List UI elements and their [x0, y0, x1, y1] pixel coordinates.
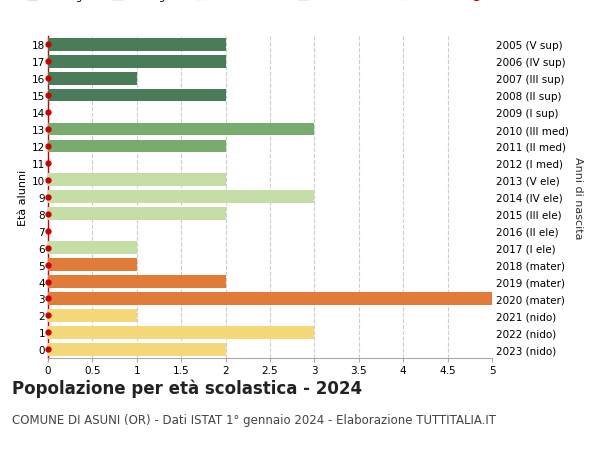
Bar	[48, 242, 137, 254]
Bar	[48, 275, 226, 288]
Bar	[48, 343, 226, 356]
Bar	[48, 39, 226, 51]
Legend: Sec. II grado, Sec. I grado, Scuola Primaria, Scuola Infanzia, Asilo Nido, Stran: Sec. II grado, Sec. I grado, Scuola Prim…	[26, 0, 530, 2]
Bar	[48, 73, 137, 85]
Y-axis label: Età alunni: Età alunni	[18, 169, 28, 225]
Bar	[48, 326, 314, 339]
Text: Popolazione per età scolastica - 2024: Popolazione per età scolastica - 2024	[12, 379, 362, 397]
Bar	[48, 56, 226, 68]
Y-axis label: Anni di nascita: Anni di nascita	[573, 156, 583, 239]
Text: COMUNE DI ASUNI (OR) - Dati ISTAT 1° gennaio 2024 - Elaborazione TUTTITALIA.IT: COMUNE DI ASUNI (OR) - Dati ISTAT 1° gen…	[12, 413, 496, 426]
Bar	[48, 191, 314, 204]
Bar	[48, 208, 226, 221]
Bar	[48, 140, 226, 153]
Bar	[48, 174, 226, 187]
Bar	[48, 309, 137, 322]
Bar	[48, 123, 314, 136]
Bar	[48, 292, 492, 305]
Bar	[48, 90, 226, 102]
Bar	[48, 259, 137, 271]
